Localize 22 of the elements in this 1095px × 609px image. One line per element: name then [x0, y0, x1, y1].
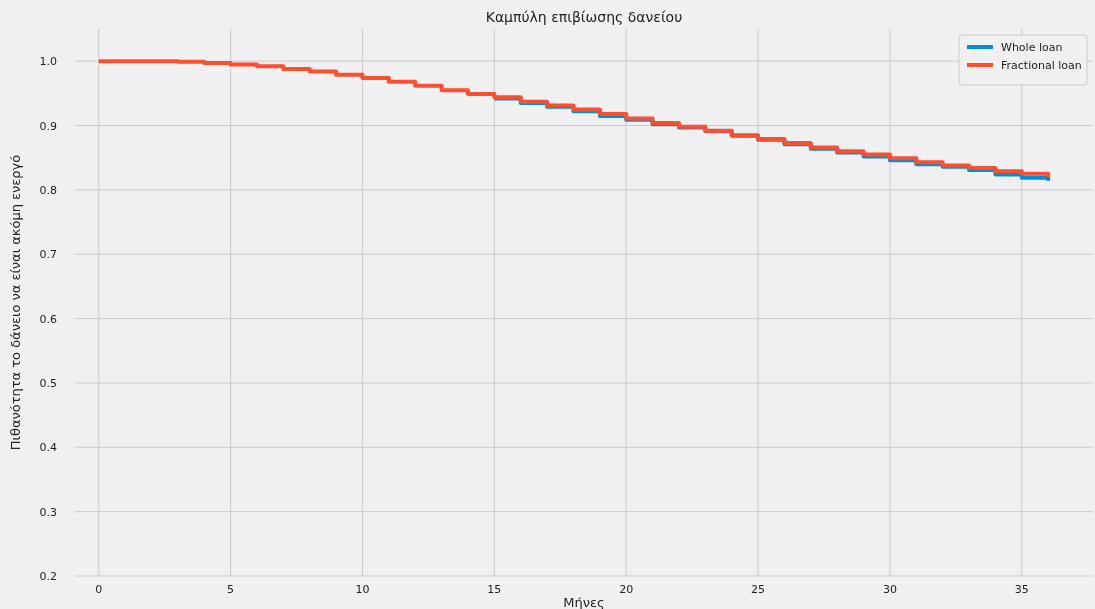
x-axis-title: Μήνες	[563, 595, 605, 609]
x-tick-label: 35	[1014, 583, 1029, 596]
legend-label: Fractional loan	[1001, 59, 1082, 72]
x-tick-label: 20	[619, 583, 634, 596]
legend-label: Whole loan	[1001, 41, 1063, 54]
x-tick-label: 30	[882, 583, 897, 596]
x-tick-label: 10	[355, 583, 370, 596]
y-tick-label: 0.3	[39, 505, 57, 519]
y-axis-title: Πιθανότητα το δάνειο να είναι ακόμη ενεργό	[8, 154, 23, 451]
y-tick-label: 0.8	[39, 183, 57, 197]
y-tick-label: 0.2	[39, 570, 57, 583]
y-tick-label: 0.9	[39, 119, 57, 133]
x-tick-label: 15	[487, 583, 502, 596]
x-tick-label: 5	[227, 583, 235, 596]
chart-title: Καμπύλη επιβίωσης δανείου	[485, 9, 683, 25]
x-tick-label: 25	[751, 583, 766, 596]
y-tick-label: 0.7	[39, 248, 57, 262]
y-tick-label: 0.6	[39, 312, 57, 326]
y-tick-label: 1.0	[39, 55, 57, 69]
x-tick-label: 0	[95, 583, 103, 596]
y-tick-label: 0.4	[39, 441, 57, 455]
y-tick-label: 0.5	[39, 376, 57, 390]
